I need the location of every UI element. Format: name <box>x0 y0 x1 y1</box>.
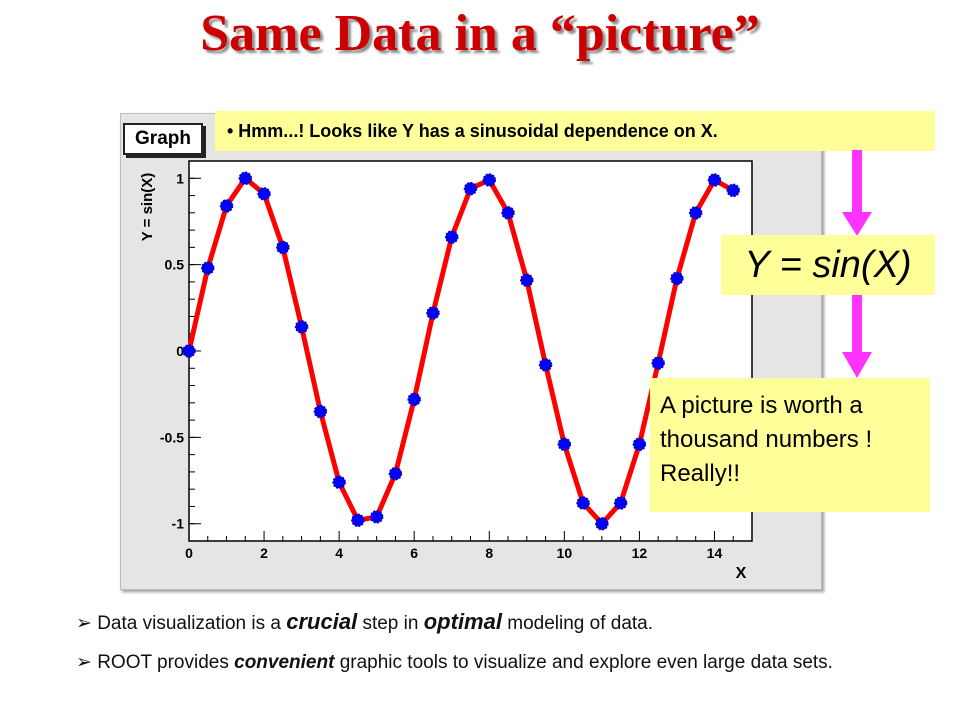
data-point <box>313 404 328 419</box>
data-point <box>463 181 478 196</box>
data-point <box>557 437 572 452</box>
data-point <box>426 306 440 320</box>
data-point <box>369 510 384 524</box>
x-tick-label: 8 <box>485 545 493 561</box>
data-point <box>707 173 722 187</box>
sine-curve-line <box>186 175 735 527</box>
bullet-2: ➢ ROOT provides convenient graphic tools… <box>76 649 920 676</box>
data-point <box>351 513 365 528</box>
x-tick-label: 2 <box>260 545 268 561</box>
bullet-text: graphic tools to visualize and explore e… <box>334 652 833 673</box>
data-point <box>201 261 215 275</box>
bullet-text: step in <box>357 613 424 634</box>
y-tick-label: 1 <box>176 170 184 186</box>
axes: 0 2 4 6 8 10 12 14 -1 -0.5 0 0.5 1 <box>160 170 734 561</box>
bullet-text: ROOT provides <box>91 652 235 673</box>
y-tick-label: 0 <box>176 343 184 359</box>
x-tick-label: 6 <box>410 545 418 561</box>
data-point <box>651 356 665 370</box>
data-point <box>520 273 534 287</box>
x-tick-label: 12 <box>632 545 648 561</box>
y-axis-label: Y = sin(X) <box>139 173 156 242</box>
data-point <box>501 206 515 220</box>
x-tick-label: 0 <box>185 545 193 561</box>
callout-sinusoidal: • Hmm...! Looks like Y has a sinusoidal … <box>215 111 935 151</box>
y-tick-label: 0.5 <box>165 257 185 273</box>
data-point <box>726 183 740 198</box>
bullet-list: ➢ Data visualization is a crucial step i… <box>76 608 920 688</box>
bullet-text: Data visualization is a <box>91 613 287 634</box>
data-point <box>444 230 459 244</box>
curve-layer <box>186 175 735 527</box>
data-point <box>482 173 497 187</box>
bullet-text: modeling of data. <box>501 613 654 634</box>
emphasis-optimal: optimal <box>423 609 502 634</box>
note-box: A picture is worth a thousand numbers ! … <box>650 378 930 512</box>
y-tick-label: -0.5 <box>160 429 184 445</box>
down-arrow-icon <box>842 150 872 236</box>
data-point <box>238 171 253 186</box>
data-point <box>294 320 309 334</box>
marker-layer <box>182 171 740 531</box>
x-tick-label: 14 <box>707 545 723 561</box>
data-point <box>538 358 553 372</box>
data-point <box>670 271 684 286</box>
data-point <box>219 199 234 213</box>
arrow-bullet-icon: ➢ <box>76 652 92 673</box>
data-point <box>613 496 628 510</box>
data-point <box>332 475 346 490</box>
emphasis-crucial: crucial <box>286 609 358 634</box>
formula-box: Y = sin(X) <box>721 235 935 295</box>
y-tick-label: -1 <box>172 516 185 532</box>
data-point <box>182 344 196 358</box>
down-arrow-icon <box>842 294 872 378</box>
data-point <box>595 516 609 531</box>
arrow-bullet-icon: ➢ <box>76 613 92 634</box>
graph-title-box: Graph <box>123 123 203 155</box>
x-axis-label: X <box>736 565 747 582</box>
x-tick-label: 4 <box>335 545 343 561</box>
slide-title: Same Data in a “picture” <box>200 5 760 62</box>
data-point <box>576 496 590 510</box>
data-point <box>257 187 271 201</box>
data-point <box>632 437 647 452</box>
bullet-1: ➢ Data visualization is a crucial step i… <box>76 608 920 637</box>
data-point <box>688 206 703 220</box>
data-point <box>407 392 421 407</box>
data-point <box>276 240 290 255</box>
x-tick-label: 10 <box>557 545 573 561</box>
data-point <box>388 466 403 481</box>
emphasis-convenient: convenient <box>234 652 335 673</box>
